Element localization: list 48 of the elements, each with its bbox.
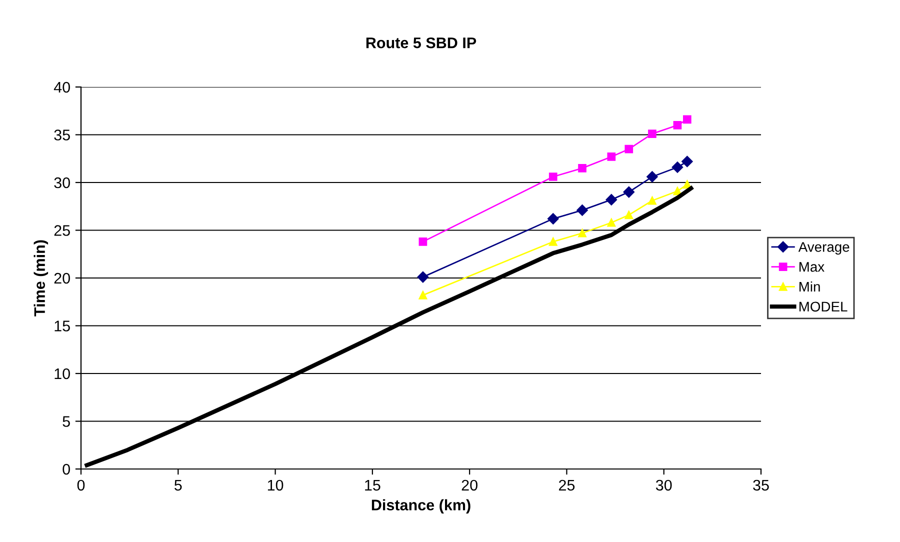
- x-tick-label: 25: [558, 480, 575, 491]
- x-tick-label: 10: [268, 480, 284, 491]
- point: [607, 218, 616, 227]
- y-tick-label: 25: [54, 225, 70, 236]
- x-tick-label: 5: [174, 480, 182, 491]
- x-tick-label: 0: [77, 480, 85, 491]
- point: [683, 115, 692, 124]
- legend-label: Average: [798, 242, 850, 255]
- point: [624, 210, 634, 220]
- y-axis-title: Time (min): [34, 240, 48, 316]
- point: [683, 180, 692, 189]
- point: [682, 156, 693, 168]
- point: [548, 172, 558, 181]
- point: [623, 186, 634, 198]
- point: [548, 213, 559, 224]
- chart-title: Route 5 SBD IP: [366, 37, 476, 48]
- legend-label: MODEL: [799, 302, 848, 312]
- y-tick-label: 5: [62, 416, 70, 427]
- point: [418, 291, 428, 300]
- point: [672, 162, 684, 173]
- point: [673, 186, 682, 196]
- x-tick-label: 20: [462, 480, 478, 491]
- point: [646, 171, 658, 182]
- y-tick-label: 20: [54, 272, 70, 284]
- point: [578, 228, 586, 238]
- point: [548, 238, 558, 246]
- point: [673, 121, 682, 130]
- legend-label: Min: [799, 281, 820, 292]
- y-tick-label: 10: [54, 368, 70, 380]
- x-axis-title: Distance (km): [372, 499, 470, 514]
- point: [417, 271, 429, 283]
- y-tick-label: 15: [54, 320, 70, 332]
- point: [607, 152, 616, 161]
- legend-label: Max: [799, 262, 824, 272]
- y-tick-label: 0: [62, 464, 70, 475]
- x-tick-label: 15: [365, 480, 380, 491]
- y-tick-label: 35: [54, 130, 70, 140]
- y-tick-label: 40: [54, 82, 70, 93]
- y-tick-label: 30: [54, 177, 70, 188]
- point: [648, 196, 656, 205]
- point: [624, 144, 634, 154]
- point: [576, 204, 588, 216]
- x-tick-label: 30: [656, 480, 672, 491]
- point: [418, 238, 428, 246]
- point: [648, 130, 656, 138]
- point: [606, 194, 618, 206]
- point: [578, 164, 586, 172]
- x-tick-label: 35: [753, 480, 769, 491]
